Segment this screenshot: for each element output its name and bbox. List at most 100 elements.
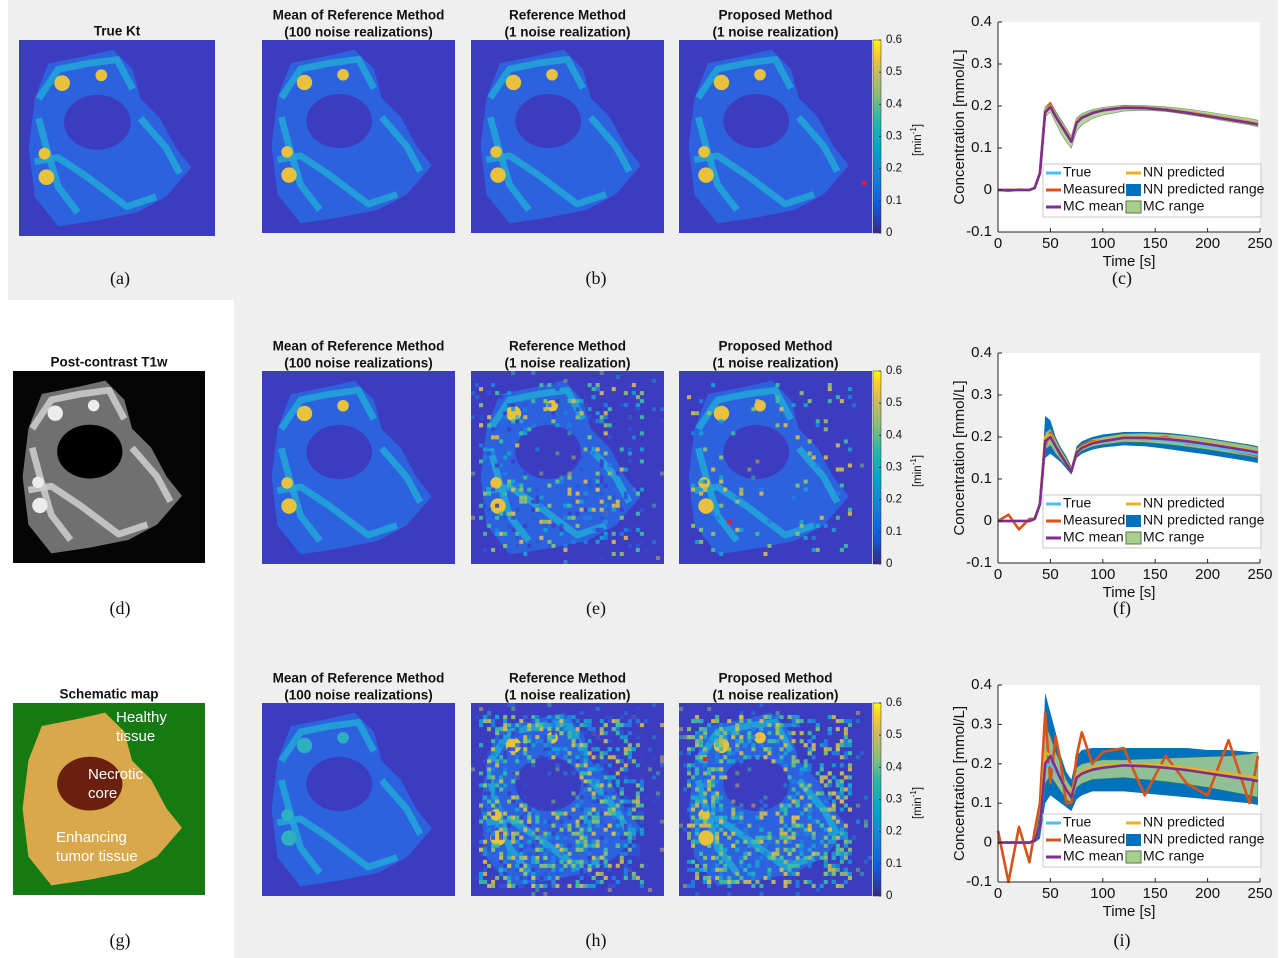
noise-pixel xyxy=(515,543,520,548)
noise-pixel xyxy=(639,751,644,756)
noise-pixel xyxy=(815,423,820,428)
noise-pixel xyxy=(603,483,608,488)
noise-pixel xyxy=(607,811,612,816)
noise-pixel xyxy=(523,807,528,812)
noise-pixel xyxy=(491,751,496,756)
hot-spot xyxy=(281,167,297,183)
noise-pixel xyxy=(495,527,500,532)
noise-pixel xyxy=(503,811,508,816)
noise-pixel xyxy=(519,839,524,844)
noise-pixel xyxy=(599,555,604,560)
noise-pixel xyxy=(639,487,644,492)
noise-pixel xyxy=(595,767,600,772)
noise-pixel xyxy=(767,723,772,728)
noise-pixel xyxy=(759,811,764,816)
panel-label: (e) xyxy=(586,598,606,619)
noise-pixel xyxy=(651,799,656,804)
noise-pixel xyxy=(575,483,580,488)
noise-pixel xyxy=(823,743,828,748)
noise-pixel xyxy=(811,883,816,888)
hot-spot xyxy=(296,405,313,422)
noise-pixel xyxy=(559,859,564,864)
y-tick-label: 0.2 xyxy=(971,428,992,445)
noise-pixel xyxy=(539,383,544,388)
noise-pixel xyxy=(631,843,636,848)
noise-pixel xyxy=(679,751,684,756)
noise-pixel xyxy=(567,851,572,856)
noise-pixel xyxy=(591,875,596,880)
noise-pixel xyxy=(779,827,784,832)
noise-pixel xyxy=(507,851,512,856)
noise-pixel xyxy=(547,863,552,868)
noise-pixel xyxy=(599,535,604,540)
noise-pixel xyxy=(559,847,564,852)
noise-pixel xyxy=(615,779,620,784)
legend-label: MC range xyxy=(1143,848,1205,864)
noise-pixel xyxy=(555,751,560,756)
map-title: Proposed Method xyxy=(719,671,833,686)
noise-pixel xyxy=(579,727,584,732)
noise-pixel xyxy=(739,819,744,824)
noise-pixel xyxy=(603,775,608,780)
noise-pixel xyxy=(491,435,496,440)
noise-pixel xyxy=(499,787,504,792)
noise-pixel xyxy=(579,763,584,768)
noise-pixel xyxy=(519,883,524,888)
noise-pixel xyxy=(815,791,820,796)
noise-pixel xyxy=(647,887,652,892)
noise-pixel xyxy=(487,451,492,456)
noise-pixel xyxy=(791,495,796,500)
noise-pixel xyxy=(623,851,628,856)
noise-pixel xyxy=(775,839,780,844)
noise-pixel xyxy=(559,883,564,888)
noise-pixel xyxy=(631,803,636,808)
noise-pixel xyxy=(619,787,624,792)
noise-pixel xyxy=(731,799,736,804)
colorbar-unit: [min-1] xyxy=(909,455,924,487)
noise-pixel xyxy=(699,431,704,436)
noise-pixel xyxy=(703,875,708,880)
noise-pixel xyxy=(779,723,784,728)
noise-pixel xyxy=(819,883,824,888)
noise-pixel xyxy=(847,787,852,792)
noise-pixel xyxy=(827,807,832,812)
noise-pixel xyxy=(635,395,640,400)
noise-pixel xyxy=(491,879,496,884)
noise-pixel xyxy=(843,739,848,744)
noise-pixel xyxy=(599,527,604,532)
noise-pixel xyxy=(615,863,620,868)
noise-pixel xyxy=(779,759,784,764)
noise-pixel xyxy=(827,783,832,788)
noise-pixel xyxy=(815,547,820,552)
noise-pixel xyxy=(659,471,664,476)
noise-pixel xyxy=(699,527,704,532)
noise-pixel xyxy=(843,855,848,860)
noise-pixel xyxy=(719,759,724,764)
noise-pixel xyxy=(695,795,700,800)
noise-pixel xyxy=(471,471,476,476)
noise-pixel xyxy=(503,859,508,864)
noise-pixel xyxy=(595,479,600,484)
hot-spot xyxy=(47,405,63,421)
noise-pixel xyxy=(495,531,500,536)
noise-pixel xyxy=(639,759,644,764)
noise-pixel xyxy=(611,831,616,836)
noise-pixel xyxy=(699,755,704,760)
noise-pixel xyxy=(651,407,656,412)
core-region xyxy=(306,757,373,812)
noise-pixel xyxy=(631,847,636,852)
noise-pixel xyxy=(599,799,604,804)
noise-pixel xyxy=(815,851,820,856)
y-tick-label: -0.1 xyxy=(966,223,992,240)
noise-pixel xyxy=(567,475,572,480)
noise-pixel xyxy=(843,735,848,740)
noise-pixel xyxy=(547,539,552,544)
noise-pixel xyxy=(595,839,600,844)
noise-pixel xyxy=(639,827,644,832)
noise-pixel xyxy=(547,819,552,824)
noise-pixel xyxy=(539,831,544,836)
noise-pixel xyxy=(739,875,744,880)
noise-pixel xyxy=(839,739,844,744)
noise-pixel xyxy=(835,491,840,496)
noise-pixel xyxy=(795,435,800,440)
